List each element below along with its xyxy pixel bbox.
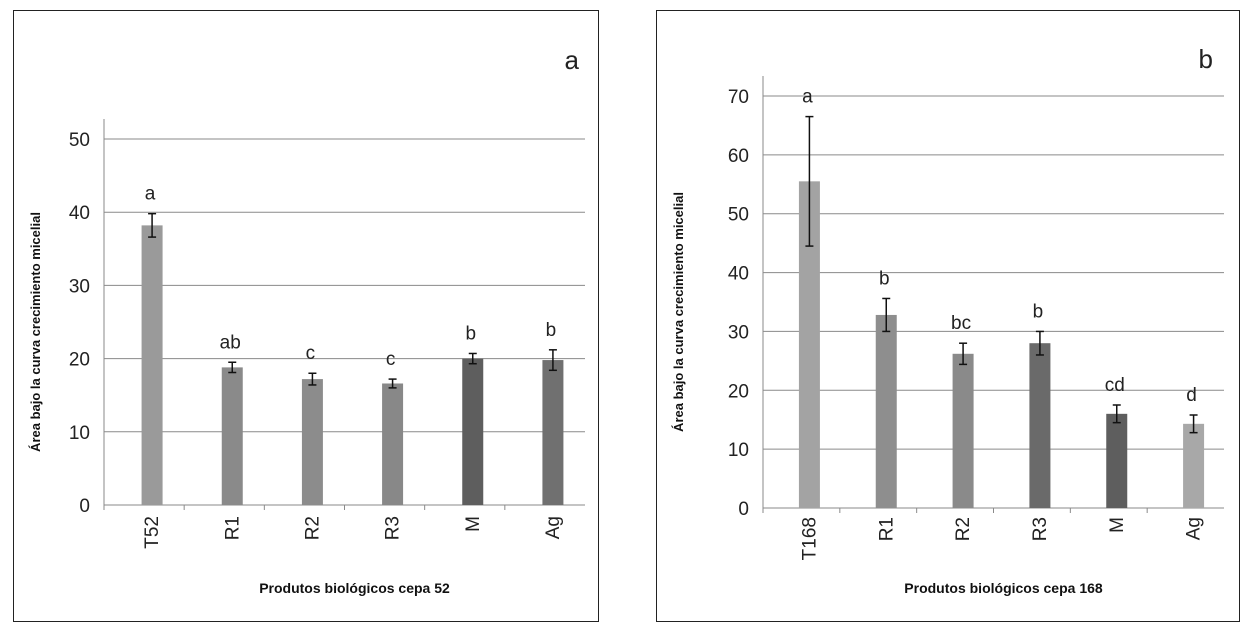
x-axis-title: Produtos biológicos cepa 168 — [904, 580, 1103, 596]
significance-label: ab — [220, 332, 241, 353]
x-tick-label: R3 — [1030, 517, 1051, 541]
x-tick-label: Ag — [543, 516, 564, 539]
bar — [462, 358, 484, 505]
y-tick-label: 10 — [728, 440, 749, 461]
x-axis-title: Produtos biológicos cepa 52 — [259, 580, 450, 596]
x-tick-label: R1 — [222, 516, 243, 540]
y-tick-label: 30 — [728, 322, 749, 343]
significance-label: b — [546, 320, 557, 341]
y-axis-title: Área bajo la curva crecimiento micelial — [28, 212, 43, 452]
x-tick-label: M — [463, 516, 484, 532]
significance-label: bc — [951, 313, 971, 334]
bar — [141, 225, 163, 505]
y-axis-title: Área bajo la curva crecimiento micelial — [671, 192, 686, 432]
bar — [875, 314, 897, 508]
y-tick-label: 60 — [728, 146, 749, 167]
y-tick-label: 20 — [69, 350, 90, 371]
significance-label: c — [386, 349, 396, 370]
x-tick-label: R2 — [302, 516, 323, 540]
significance-label: cd — [1105, 375, 1125, 396]
panel-label: b — [1199, 44, 1213, 74]
x-tick-label: T168 — [799, 517, 820, 560]
bar-chart-a: 0 10 20 30 40 50 a T52 ab R1 c R2 c R3 b Mb Ag Produtos b… — [28, 45, 585, 596]
x-tick-label: R3 — [383, 516, 404, 540]
y-tick-label: 20 — [728, 381, 749, 402]
bar — [382, 383, 404, 505]
panel-label: a — [565, 45, 580, 75]
significance-label: d — [1186, 385, 1197, 406]
significance-label: b — [465, 323, 476, 344]
bar-chart-b: 0 10 20 30 40 50 60 70 a T168 b R1 bc R2 b R3 cd Md Ag Prod… — [671, 44, 1224, 596]
x-tick-label: R1 — [876, 517, 897, 541]
x-tick-label: Ag — [1184, 517, 1205, 540]
x-tick-label: T52 — [142, 516, 163, 549]
significance-label: a — [802, 87, 813, 108]
y-tick-label: 30 — [69, 276, 90, 297]
y-tick-label: 40 — [69, 203, 90, 224]
bar — [1106, 413, 1128, 508]
bar — [1183, 423, 1205, 508]
significance-label: a — [145, 184, 156, 205]
y-tick-label: 50 — [728, 205, 749, 226]
y-tick-label: 0 — [79, 496, 90, 517]
y-tick-label: 70 — [728, 87, 749, 108]
bar — [301, 379, 323, 505]
x-tick-label: M — [1107, 517, 1128, 533]
y-tick-label: 40 — [728, 264, 749, 285]
y-tick-label: 50 — [69, 130, 90, 151]
y-tick-label: 0 — [738, 499, 749, 520]
bar — [798, 181, 820, 509]
bar — [952, 353, 974, 508]
y-tick-label: 10 — [69, 423, 90, 444]
bar — [1029, 343, 1051, 508]
x-tick-label: R2 — [953, 517, 974, 541]
bar — [542, 360, 564, 505]
significance-label: b — [1033, 301, 1044, 322]
significance-label: b — [879, 268, 890, 289]
significance-label: c — [306, 343, 316, 364]
bar — [221, 367, 243, 505]
